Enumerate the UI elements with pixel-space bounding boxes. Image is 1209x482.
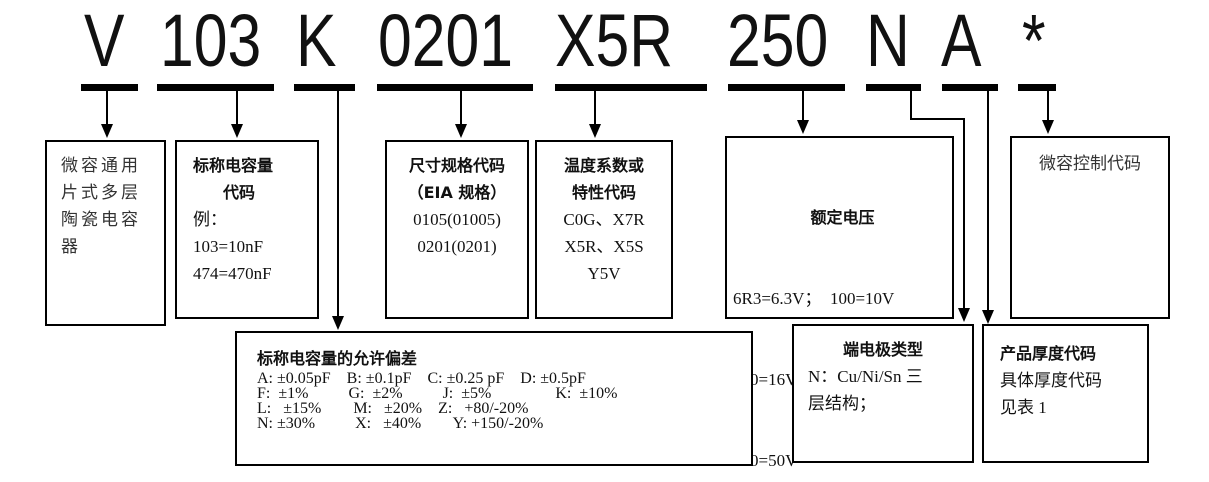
box-line: N：Cu/Ni/Sn 三 — [808, 367, 923, 386]
box-line: 例： — [193, 210, 227, 229]
underline — [81, 84, 138, 91]
code-token-0201: 0201 — [378, 0, 513, 82]
temperature-code-box: 温度系数或 特性代码 C0G、X7R X5R、X5S Y5V — [535, 140, 673, 319]
arrow-head — [101, 124, 113, 138]
arrow-head — [589, 124, 601, 138]
box-line: 片式多层 — [61, 183, 141, 202]
series-box: 微容通用 片式多层 陶瓷电容 器 — [45, 140, 166, 326]
underline — [1018, 84, 1056, 91]
tolerance-row: N: ±30% X: ±40% Y: +150/-20% — [257, 415, 544, 432]
underline — [555, 84, 707, 91]
code-token-n: N — [866, 0, 910, 82]
connector — [910, 118, 965, 120]
code-token-a: A — [941, 0, 982, 82]
box-line: 103=10nF — [193, 237, 264, 256]
underline — [157, 84, 274, 91]
box-line: 见表 1 — [1000, 398, 1047, 417]
arrow-head — [1042, 120, 1054, 134]
box-subtitle: （EIA 规格） — [407, 183, 507, 202]
box-line: 6R3=6.3V； 100=10V — [733, 289, 895, 308]
underline — [377, 84, 533, 91]
connector — [802, 90, 804, 122]
tolerance-row: F: ±1% G: ±2% J: ±5% K: ±10% — [257, 385, 618, 402]
underline — [866, 84, 921, 91]
box-line: C0G、X7R — [563, 210, 645, 229]
box-title: 标称电容量 — [193, 156, 274, 175]
size-code-box: 尺寸规格代码 （EIA 规格） 0105(01005) 0201(0201) — [385, 140, 529, 319]
underline — [294, 84, 355, 91]
code-token-star: * — [1022, 0, 1046, 82]
box-title: 特性代码 — [571, 183, 636, 202]
box-line: X5R、X5S — [564, 237, 644, 256]
control-code-box: 微容控制代码 — [1010, 136, 1170, 319]
connector — [987, 90, 989, 312]
box-title: 尺寸规格代码 — [408, 156, 505, 175]
underline — [942, 84, 998, 91]
code-token-k: K — [296, 0, 337, 82]
connector — [460, 90, 462, 126]
arrow-head — [797, 120, 809, 134]
rated-voltage-box: 额定电压 6R3=6.3V； 100=10V 160=16V ； 250=25V… — [725, 136, 954, 470]
arrow-head — [982, 310, 994, 324]
box-line: 器 — [61, 237, 81, 256]
tolerance-box: 标称电容量的允许偏差 A: ±0.05pF B: ±0.1pF C: ±0.25… — [235, 331, 753, 466]
arrow-head — [231, 124, 243, 138]
capacitance-code-box: 标称电容量 代码 例： 103=10nF 474=470nF — [175, 140, 319, 319]
code-token-250: 250 — [727, 0, 829, 82]
box-line: 具体厚度代码 — [1000, 371, 1102, 390]
arrow-head — [958, 308, 970, 322]
code-token-103: 103 — [160, 0, 262, 82]
box-line: 层结构； — [808, 394, 876, 413]
connector — [594, 90, 596, 126]
code-token-x5r: X5R — [555, 0, 674, 82]
connector — [963, 118, 965, 310]
box-line: Y5V — [587, 264, 621, 283]
box-line: 0201(0201) — [417, 237, 497, 256]
box-title: 产品厚度代码 — [1000, 344, 1097, 363]
underline — [728, 84, 845, 91]
box-title: 代码 — [223, 183, 256, 202]
box-title: 标称电容量的允许偏差 — [257, 349, 418, 368]
thickness-code-box: 产品厚度代码 具体厚度代码 见表 1 — [982, 324, 1149, 463]
box-title: 温度系数或 — [563, 156, 644, 175]
box-title: 额定电压 — [810, 208, 875, 227]
box-line: 0105(01005) — [413, 210, 501, 229]
box-title: 端电极类型 — [842, 340, 923, 359]
arrow-head — [332, 316, 344, 330]
box-line: 微容通用 — [61, 156, 141, 175]
tolerance-row: L: ±15% M: ±20% Z: +80/-20% — [257, 400, 529, 417]
box-line: 474=470nF — [193, 264, 272, 283]
connector — [337, 90, 339, 318]
connector — [910, 90, 912, 120]
terminal-type-box: 端电极类型 N：Cu/Ni/Sn 三 层结构； — [792, 324, 974, 463]
box-line: 微容控制代码 — [1039, 154, 1141, 173]
connector — [106, 90, 108, 126]
code-token-v: V — [84, 0, 125, 82]
connector — [1047, 90, 1049, 122]
connector — [236, 90, 238, 126]
box-line: 陶瓷电容 — [61, 210, 141, 229]
arrow-head — [455, 124, 467, 138]
tolerance-row: A: ±0.05pF B: ±0.1pF C: ±0.25 pF D: ±0.5… — [257, 370, 586, 387]
